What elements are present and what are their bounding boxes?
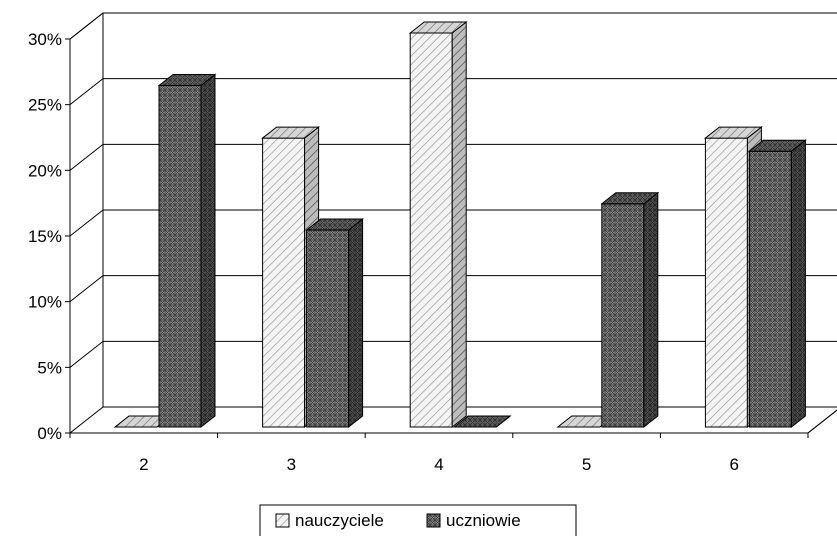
- bar-nauczyciele-3-top: [261, 126, 321, 139]
- bar-uczniowie-3-top: [305, 218, 365, 231]
- y-tick-label: 10%: [28, 293, 62, 312]
- bar-nauczyciele-4-front: [409, 32, 453, 428]
- bar-nauczyciele-6-front: [704, 137, 748, 428]
- x-tick-label: 4: [434, 455, 443, 474]
- gridline-side: [69, 340, 104, 368]
- bar-nauczyciele-6-top: [703, 126, 763, 139]
- bar-uczniowie-4-top: [452, 415, 512, 428]
- bar-uczniowie-2-top: [157, 74, 217, 87]
- y-tick-label: 30%: [28, 30, 62, 49]
- y-axis-top-edge: [69, 12, 104, 40]
- bar-uczniowie-5-side: [643, 191, 659, 429]
- legend-label-nauczyciele: nauczyciele: [295, 511, 384, 530]
- bar-nauczyciele-4: [408, 20, 468, 429]
- bar-uczniowie-3-front: [306, 229, 350, 428]
- bar-uczniowie-2: [157, 73, 217, 429]
- bar-uczniowie-3: [305, 217, 365, 429]
- gridline-side: [69, 209, 104, 237]
- x-tick-labels: 2 3 4 5 6: [139, 455, 739, 474]
- gridline-side: [69, 275, 104, 303]
- x-tick-label: 2: [139, 455, 148, 474]
- bar-uczniowie-6-side: [790, 139, 806, 429]
- legend-swatch-uczniowie: [426, 513, 441, 528]
- x-tick-label: 6: [729, 455, 738, 474]
- y-tick-label: 20%: [28, 161, 62, 180]
- bars: [113, 20, 807, 429]
- bar-uczniowie-5-front: [601, 203, 645, 428]
- bar-nauczyciele-4-top: [408, 21, 468, 34]
- axes: [65, 12, 837, 438]
- y-tick-label: 25%: [28, 96, 62, 115]
- x-tick-label: 5: [582, 455, 591, 474]
- legend-label-uczniowie: uczniowie: [446, 511, 521, 530]
- y-tick-label: 0%: [37, 424, 62, 443]
- bar-uczniowie-6: [747, 139, 807, 429]
- bar-uczniowie-5: [600, 191, 660, 429]
- gridline-side: [69, 78, 104, 106]
- bar-nauczyciele-3-front: [262, 137, 306, 428]
- x-axis-end-edge: [807, 409, 837, 434]
- bar-uczniowie-6-front: [748, 150, 792, 428]
- y-tick-labels: 0% 5% 10% 15% 20% 25% 30%: [28, 30, 62, 443]
- legend: nauczyciele uczniowie: [259, 504, 577, 538]
- bar-uczniowie-5-top: [600, 192, 660, 205]
- y-tick-label: 5%: [37, 358, 62, 377]
- bar-uczniowie-6-top: [747, 139, 807, 152]
- gridline-side: [69, 143, 104, 171]
- legend-box: [259, 504, 577, 538]
- bar-nauczyciele-4-side: [451, 20, 467, 429]
- bar-uczniowie-4: [452, 415, 512, 428]
- bar-uczniowie-2-front: [158, 85, 202, 428]
- x-tick-label: 3: [287, 455, 296, 474]
- y-tick-label: 15%: [28, 227, 62, 246]
- bar-uczniowie-3-side: [348, 217, 364, 429]
- bar-uczniowie-2-side: [200, 73, 216, 429]
- legend-swatch-nauczyciele: [275, 513, 290, 528]
